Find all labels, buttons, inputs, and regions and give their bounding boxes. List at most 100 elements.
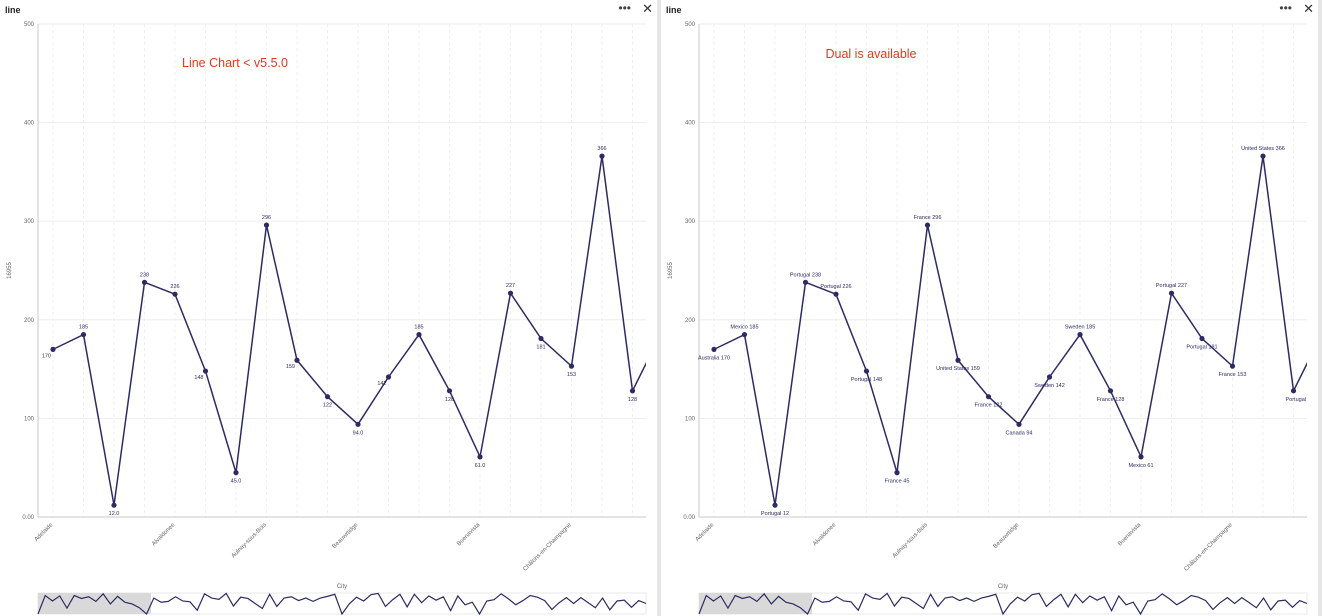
data-label: Portugal 148 — [851, 377, 882, 383]
data-point — [233, 470, 239, 476]
brush-selection — [699, 593, 812, 614]
data-label: 185 — [79, 325, 88, 331]
data-label: 181 — [536, 345, 545, 351]
data-point — [477, 454, 483, 460]
data-label: 296 — [262, 215, 271, 221]
y-tick-label: 400 — [24, 121, 35, 127]
y-tick-label: 500 — [685, 22, 696, 28]
data-point — [568, 363, 575, 369]
data-point — [985, 394, 992, 400]
data-label: Australia 170 — [698, 355, 730, 361]
data-point — [50, 346, 56, 352]
x-tick-label: Aulnay-sous-Bois — [231, 522, 268, 559]
data-label: 94.0 — [353, 430, 364, 436]
y-tick-label: 200 — [685, 318, 696, 324]
data-label: 45.0 — [231, 479, 242, 485]
data-point — [111, 502, 117, 508]
data-label: France 296 — [914, 215, 942, 221]
x-tick-label: Châlons-en-Champagne — [1183, 522, 1234, 573]
data-point — [955, 357, 961, 363]
more-horizontal-icon[interactable]: ••• — [618, 1, 631, 15]
data-point — [294, 357, 300, 363]
close-icon[interactable]: ✕ — [642, 1, 653, 16]
data-point — [1138, 454, 1144, 460]
data-point — [324, 394, 331, 400]
y-tick-label: 500 — [24, 22, 35, 28]
y-tick-label: 300 — [24, 219, 35, 225]
data-point — [141, 279, 148, 285]
data-point — [894, 470, 900, 476]
data-label: 366 — [597, 146, 606, 152]
data-label: Portugal 181 — [1186, 345, 1217, 351]
data-label: 122 — [323, 403, 332, 409]
data-label: 185 — [414, 325, 423, 331]
data-label: Portugal 12 — [761, 511, 789, 517]
x-tick-label: Châlons-en-Champagne — [522, 522, 573, 573]
data-point — [741, 331, 748, 338]
data-point — [1168, 290, 1175, 296]
x-axis-title: City — [337, 584, 347, 590]
data-label: Canada 94 — [1006, 430, 1033, 436]
data-point — [385, 374, 392, 380]
chart-annotation: Line Chart < v5.5.0 — [182, 56, 288, 70]
panel-title: line — [666, 5, 682, 15]
y-tick-label: 200 — [24, 318, 35, 324]
data-point — [1229, 363, 1236, 369]
y-axis-title: 16955 — [668, 261, 674, 278]
data-point — [446, 388, 453, 394]
x-tick-label: Buenavista — [456, 522, 482, 548]
data-point — [629, 388, 636, 394]
y-tick-label: 100 — [685, 416, 696, 422]
data-label: France 122 — [975, 403, 1003, 409]
data-label: 148 — [194, 375, 203, 381]
close-icon[interactable]: ✕ — [1303, 1, 1314, 16]
data-point — [263, 222, 270, 228]
y-tick-label: 400 — [685, 121, 696, 127]
data-point — [538, 335, 544, 342]
data-label: Portugal — [1286, 397, 1307, 403]
data-label: 128 — [628, 397, 637, 403]
x-axis-title: City — [998, 584, 1008, 590]
data-label: United States 366 — [1241, 146, 1285, 152]
more-horizontal-icon[interactable]: ••• — [1279, 1, 1292, 15]
data-point — [80, 331, 87, 338]
data-label: Sweden 142 — [1034, 383, 1065, 389]
line-chart: 0.00 100 200 300 400 500 16955 City Adelaide Alva… — [668, 22, 1308, 616]
data-point — [1107, 388, 1114, 394]
data-label: 170 — [42, 353, 51, 359]
data-point — [772, 502, 778, 508]
data-label: Mexico 185 — [730, 325, 758, 331]
x-tick-label: Adelaide — [695, 522, 716, 543]
data-label: Portugal 238 — [790, 272, 821, 278]
data-point — [416, 331, 422, 338]
series-line — [52, 156, 646, 506]
x-tick-label: Alvaldonee — [812, 522, 838, 548]
data-point — [1077, 331, 1083, 338]
data-label: France 153 — [1219, 372, 1247, 378]
data-point — [833, 291, 839, 297]
data-label: Mexico 61 — [1128, 463, 1153, 469]
data-point — [711, 346, 717, 352]
data-label: United States 159 — [936, 366, 980, 372]
x-tick-label: Aulnay-sous-Bois — [892, 522, 929, 559]
data-label: France 128 — [1097, 397, 1125, 403]
y-tick-label: 0.00 — [22, 515, 34, 521]
chart-panel-right: line ••• ✕ 0.00 100 200 300 400 500 16955 City A… — [661, 0, 1318, 616]
data-point — [1290, 388, 1297, 394]
data-label: 226 — [170, 284, 179, 290]
brush-line — [698, 592, 1308, 616]
brush-line — [37, 592, 647, 616]
data-label: 153 — [567, 372, 576, 378]
y-tick-label: 100 — [24, 416, 35, 422]
x-tick-label: Beauwrtidge — [993, 522, 1021, 550]
x-tick-label: Beauwrtidge — [332, 522, 360, 550]
data-label: 142 — [377, 381, 386, 387]
data-point — [1016, 421, 1022, 427]
data-point — [924, 222, 931, 228]
data-point — [355, 421, 361, 427]
data-label: 238 — [140, 272, 149, 278]
data-point — [1260, 153, 1266, 159]
y-axis-title: 16955 — [7, 261, 13, 278]
data-label: Portugal 226 — [820, 284, 851, 290]
y-tick-label: 300 — [685, 219, 696, 225]
